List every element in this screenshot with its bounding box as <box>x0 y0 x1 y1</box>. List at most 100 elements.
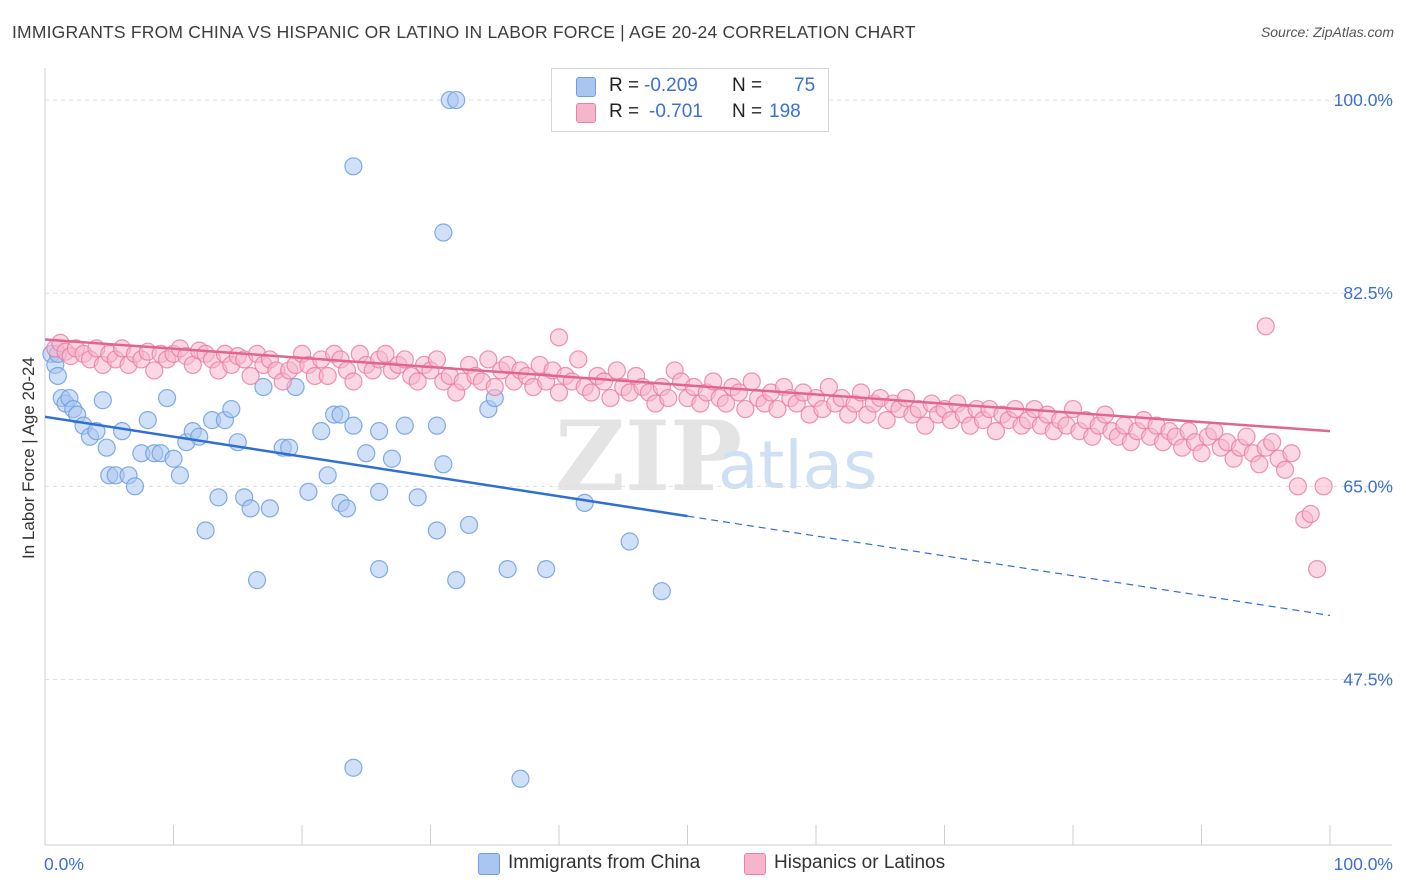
legend-swatch-china <box>478 853 500 875</box>
data-point <box>280 438 299 457</box>
data-point <box>157 388 177 408</box>
data-point <box>209 488 228 507</box>
legend-r-value: -0.701 <box>649 101 703 122</box>
y-tick-labels: 47.5% 65.0% 82.5% 100.0% <box>1334 90 1393 689</box>
data-point <box>659 388 678 408</box>
trend-lines <box>44 338 1331 617</box>
data-point <box>498 560 517 579</box>
trend-line-solid <box>44 415 688 518</box>
data-point <box>427 350 447 369</box>
legend-swatch-hispanic <box>744 853 766 875</box>
legend-r-label: R = <box>609 101 640 122</box>
y-tick-label: 65.0% <box>1343 476 1393 496</box>
series-legend: Immigrants from China Hispanics or Latin… <box>0 851 1406 879</box>
data-point <box>1308 560 1327 579</box>
x-tick-labels: 0.0% 100.0% <box>44 854 1393 874</box>
data-point <box>479 350 498 369</box>
legend-n-value: 198 <box>769 101 801 122</box>
data-point <box>582 383 601 402</box>
data-point <box>1288 477 1307 496</box>
data-point <box>318 366 337 386</box>
data-point <box>877 411 896 430</box>
data-point <box>768 399 787 419</box>
legend-r-label: R = <box>609 75 640 96</box>
data-point <box>344 758 363 777</box>
data-point <box>376 344 395 363</box>
data-point <box>241 499 260 518</box>
data-point <box>395 416 414 435</box>
data-point <box>247 571 267 590</box>
data-point <box>331 405 350 424</box>
data-point <box>447 90 466 110</box>
data-point <box>164 449 183 468</box>
data-point <box>337 499 357 518</box>
data-point <box>607 361 626 380</box>
legend-n-label: N = <box>732 75 763 96</box>
correlation-legend: R = -0.209 N = 75 R = -0.701 N = 198 <box>551 68 829 132</box>
data-point <box>1301 504 1320 524</box>
data-point <box>196 521 215 540</box>
data-point <box>408 372 427 391</box>
data-point <box>575 493 594 512</box>
legend-r-value: -0.209 <box>644 75 698 96</box>
data-point <box>1250 455 1269 474</box>
data-point <box>93 391 112 410</box>
data-point <box>1275 460 1295 479</box>
data-point <box>125 477 145 496</box>
data-point <box>1237 427 1256 446</box>
x-tick-label-min: 0.0% <box>44 854 84 874</box>
y-tick-label: 47.5% <box>1343 669 1393 689</box>
data-point <box>986 422 1006 441</box>
data-point <box>370 560 389 579</box>
legend-n-value: 75 <box>794 75 816 96</box>
data-point <box>145 361 164 380</box>
data-point <box>138 411 157 430</box>
data-point <box>434 455 453 474</box>
data-point <box>299 482 318 501</box>
data-point <box>916 416 935 435</box>
data-point <box>427 521 447 540</box>
data-point <box>344 372 363 391</box>
data-point <box>408 488 427 507</box>
data-point <box>601 388 620 408</box>
data-point <box>357 444 376 463</box>
data-point <box>569 350 588 369</box>
data-point <box>549 383 569 402</box>
legend-swatch-hispanic <box>576 103 596 123</box>
data-point <box>594 372 614 391</box>
data-point <box>652 582 671 601</box>
watermark-atlas: atlas <box>718 427 878 504</box>
data-point <box>370 422 389 441</box>
legend-n-label: N = <box>732 101 763 122</box>
trend-line-solid <box>44 338 1331 433</box>
data-point <box>485 377 504 397</box>
data-point <box>549 328 569 347</box>
chart-title: IMMIGRANTS FROM CHINA VS HISPANIC OR LAT… <box>12 22 916 42</box>
data-point <box>1282 444 1301 463</box>
data-point <box>434 223 453 242</box>
y-tick-label: 82.5% <box>1343 283 1393 303</box>
data-point <box>370 482 389 501</box>
data-point <box>254 377 273 397</box>
y-tick-label: 100.0% <box>1334 90 1393 110</box>
legend-label-china: Immigrants from China <box>508 852 701 873</box>
data-point <box>1256 317 1275 336</box>
data-point <box>318 466 337 485</box>
data-point <box>344 157 363 176</box>
trend-line-dashed <box>687 515 1331 617</box>
data-point <box>241 366 260 386</box>
data-point <box>511 769 530 788</box>
data-point <box>222 399 241 419</box>
axes <box>44 68 1392 846</box>
data-point <box>537 560 556 579</box>
data-point <box>736 399 755 419</box>
data-point <box>112 422 132 441</box>
data-point <box>459 515 479 535</box>
data-point <box>1263 433 1282 452</box>
data-point <box>48 366 67 386</box>
data-point <box>1192 444 1211 463</box>
data-point <box>447 571 466 590</box>
data-point <box>170 466 190 485</box>
data-point <box>344 416 363 435</box>
